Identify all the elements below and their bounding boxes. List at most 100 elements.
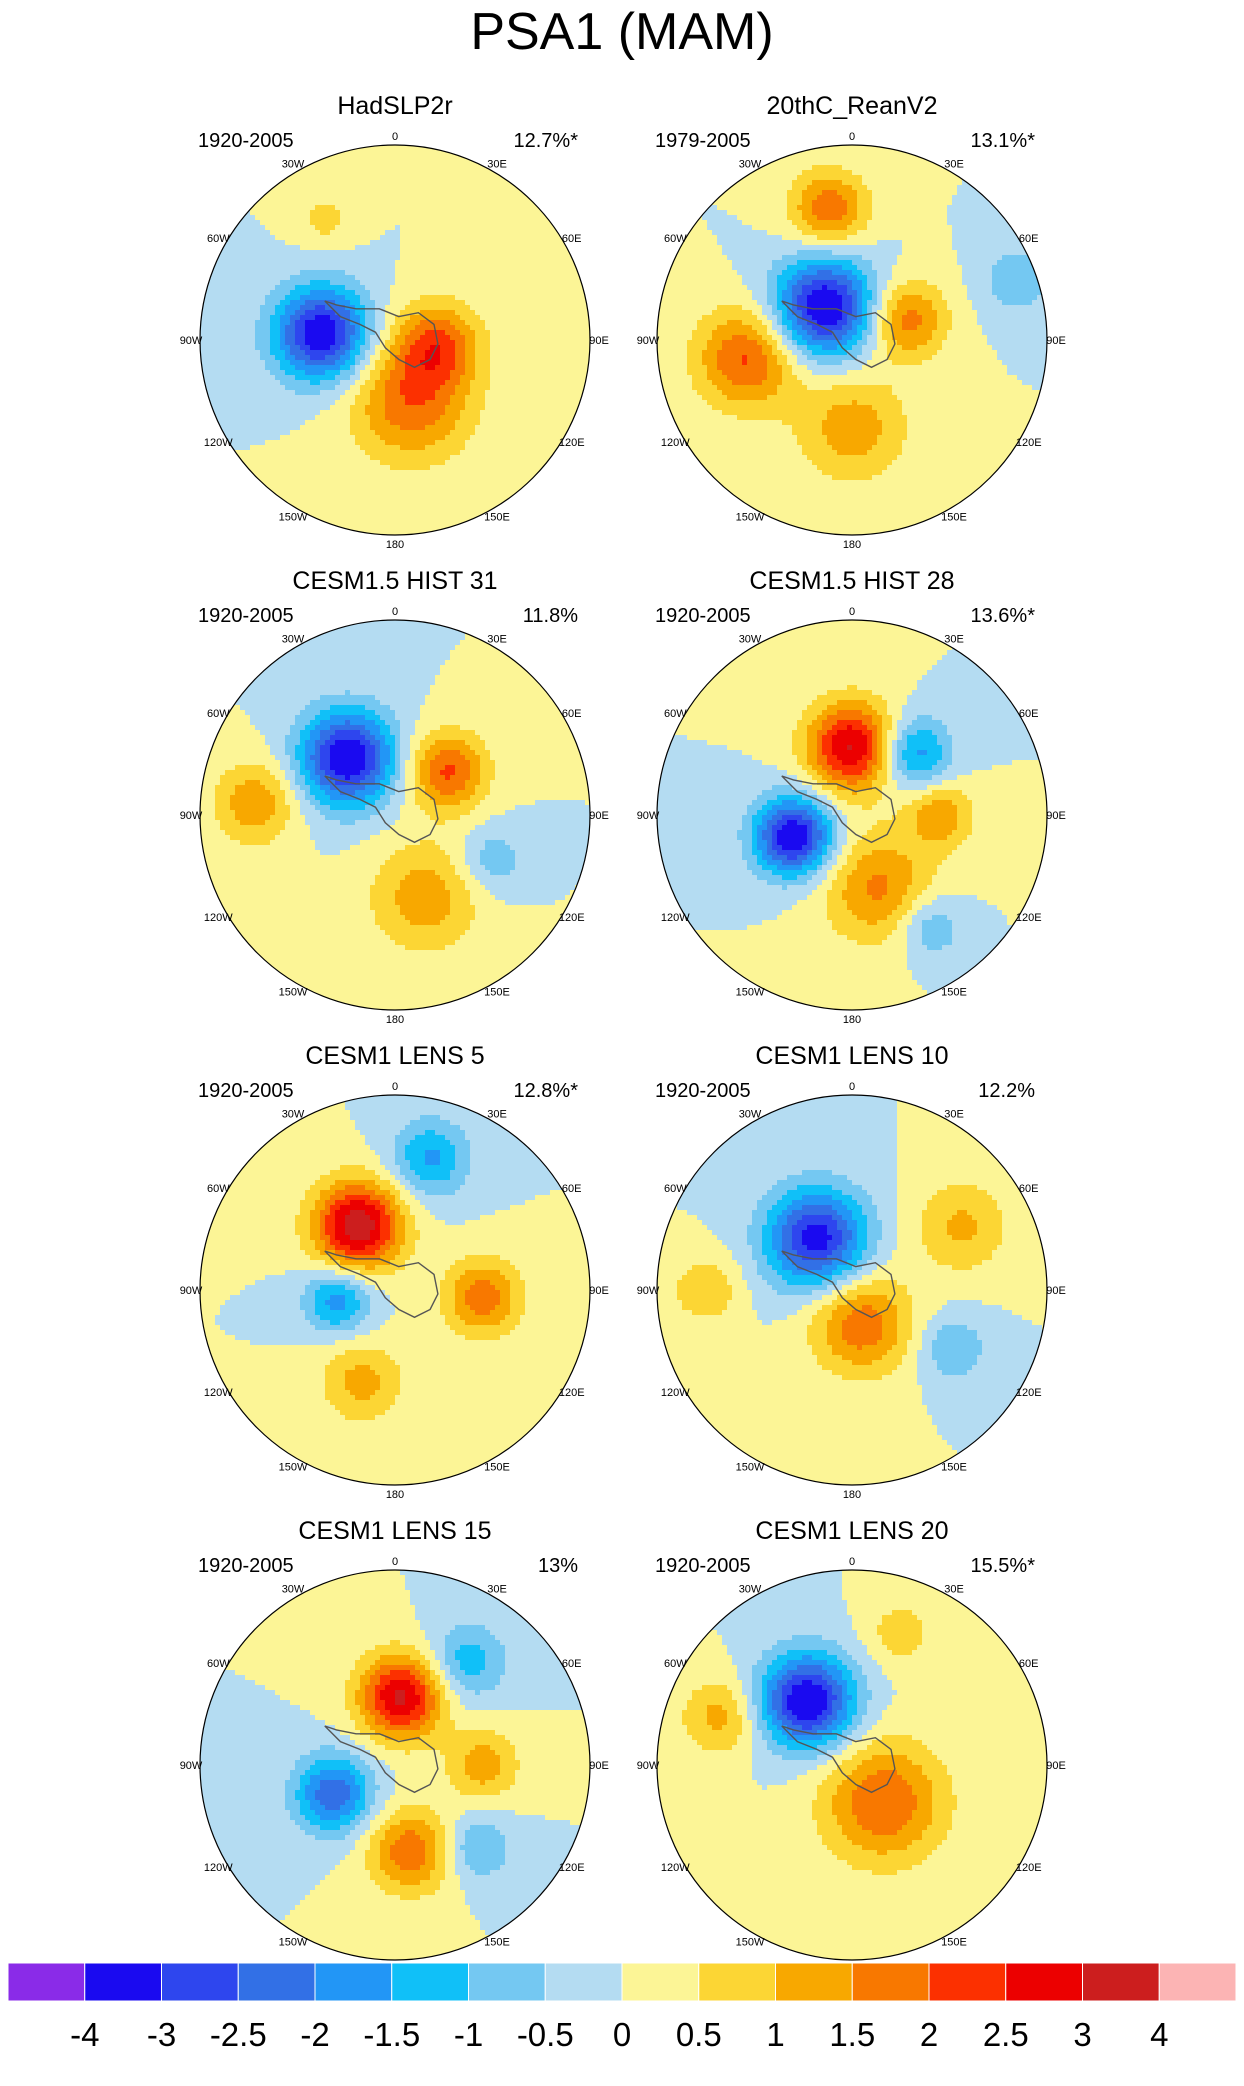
lon-label: 60W <box>664 233 687 245</box>
colorbar-swatch <box>161 1962 239 2002</box>
lon-label: 90E <box>589 1760 609 1772</box>
coastline <box>324 775 439 844</box>
lon-label: 90E <box>589 810 609 822</box>
lon-label: 90E <box>589 335 609 347</box>
lon-label: 0 <box>849 1081 855 1093</box>
lon-label: 150E <box>941 1937 967 1949</box>
lon-label: 150E <box>941 987 967 999</box>
lon-label: 60E <box>1019 233 1039 245</box>
panel-period: 1920-2005 <box>198 1080 294 1103</box>
panel-variance: 15.5%* <box>895 1555 1036 1578</box>
lon-label: 30W <box>282 158 305 170</box>
panel-title: CESM1.5 HIST 31 <box>165 567 625 596</box>
lon-label: 120W <box>204 437 233 449</box>
lon-label: 150E <box>941 1462 967 1474</box>
lon-label: 30W <box>282 1583 305 1595</box>
colorbar-swatch <box>84 1962 162 2002</box>
lon-label: 90E <box>1046 335 1066 347</box>
lon-label: 0 <box>392 1081 398 1093</box>
lon-label: 150W <box>279 1462 308 1474</box>
panel-period: 1979-2005 <box>655 130 751 153</box>
colorbar-swatch <box>544 1962 623 2002</box>
colorbar-swatch <box>237 1962 316 2002</box>
lon-label: 150W <box>279 987 308 999</box>
lon-label: 150W <box>279 1937 308 1949</box>
lon-label: 60E <box>1019 708 1039 720</box>
colorbar-swatch <box>7 1962 86 2002</box>
panel-period: 1920-2005 <box>198 605 294 628</box>
lon-label: 180 <box>386 1489 404 1501</box>
lon-label: 30E <box>487 158 507 170</box>
map-border <box>656 1569 1048 1961</box>
lon-label: 150E <box>484 987 510 999</box>
colorbar-swatch <box>468 1962 546 2002</box>
lon-label: 60W <box>664 1658 687 1670</box>
lon-label: 120W <box>661 1387 690 1399</box>
panel-title: CESM1 LENS 15 <box>165 1517 625 1546</box>
lon-label: 120W <box>204 1387 233 1399</box>
map-border <box>656 1094 1048 1486</box>
lon-label: 60E <box>562 1658 582 1670</box>
lon-label: 30E <box>944 1583 964 1595</box>
lon-label: 180 <box>386 539 404 551</box>
lon-label: 180 <box>843 539 861 551</box>
lon-label: 30E <box>944 1108 964 1120</box>
lon-label: 30W <box>282 633 305 645</box>
contour-field <box>200 1570 590 1960</box>
lon-label: 0 <box>392 606 398 618</box>
lon-label: 90W <box>637 1285 660 1297</box>
lon-label: 90W <box>637 810 660 822</box>
panel-variance: 12.8%* <box>438 1080 579 1103</box>
lon-label: 60W <box>207 1658 230 1670</box>
lon-label: 90W <box>637 1760 660 1772</box>
lon-label: 120W <box>661 1862 690 1874</box>
lon-label: 30W <box>739 633 762 645</box>
lon-label: 120E <box>1016 912 1042 924</box>
colorbar-swatch <box>621 1962 700 2002</box>
lon-label: 60E <box>1019 1183 1039 1195</box>
contour-field <box>200 1095 590 1485</box>
contour-field <box>657 1095 1047 1485</box>
lon-label: 150W <box>736 512 765 524</box>
lon-label: 120E <box>559 912 585 924</box>
lon-label: 150W <box>736 1462 765 1474</box>
colorbar-tick-label: 2.5 <box>983 2016 1029 2054</box>
lon-label: 150W <box>279 512 308 524</box>
coastline <box>324 1725 439 1794</box>
lon-label: 30E <box>944 633 964 645</box>
lon-label: 90W <box>180 335 203 347</box>
lon-label: 60W <box>207 1183 230 1195</box>
colorbar-tick-label: -2.5 <box>210 2016 267 2054</box>
lon-label: 150W <box>736 1937 765 1949</box>
lon-label: 60W <box>207 708 230 720</box>
contour-field <box>657 145 1047 535</box>
lon-label: 30E <box>487 1583 507 1595</box>
lon-label: 30E <box>487 633 507 645</box>
colorbar-tick-label: 0.5 <box>676 2016 722 2054</box>
colorbar-swatches <box>7 1962 1237 2002</box>
panel-title: 20thC_ReanV2 <box>622 92 1082 121</box>
lon-label: 30W <box>282 1108 305 1120</box>
lon-label: 90W <box>180 1285 203 1297</box>
lon-label: 60E <box>562 233 582 245</box>
lon-label: 120W <box>661 437 690 449</box>
colorbar-tick-label: 0 <box>613 2016 631 2054</box>
colorbar <box>7 1962 1237 2002</box>
colorbar-tick-label: -1.5 <box>363 2016 420 2054</box>
coastline <box>781 1250 896 1319</box>
coastline <box>324 1250 439 1319</box>
colorbar-tick-label: -3 <box>147 2016 176 2054</box>
panel-period: 1920-2005 <box>655 1555 751 1578</box>
map-border <box>199 144 591 536</box>
panel-title: CESM1 LENS 5 <box>165 1042 625 1071</box>
lon-label: 120E <box>1016 1387 1042 1399</box>
lon-label: 0 <box>849 606 855 618</box>
coastline <box>324 300 439 369</box>
lon-label: 0 <box>849 1556 855 1568</box>
colorbar-tick-label: 2 <box>920 2016 938 2054</box>
